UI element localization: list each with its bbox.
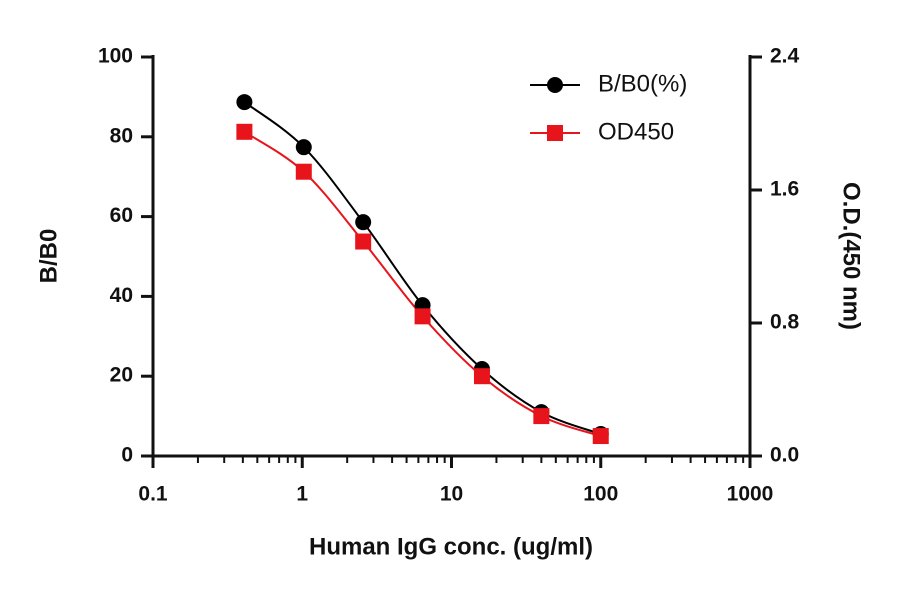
x-tick-label: 100 xyxy=(583,483,618,506)
x-axis-title: Human IgG conc. (ug/ml) xyxy=(309,533,593,560)
x-tick-label: 0.1 xyxy=(138,483,168,506)
legend-label: OD450 xyxy=(598,118,674,145)
y2-tick-label: 2.4 xyxy=(770,45,800,68)
data-point xyxy=(355,233,372,250)
y-tick-label: 100 xyxy=(98,45,133,68)
y-tick-label: 40 xyxy=(110,284,133,307)
data-point xyxy=(355,214,372,231)
data-point xyxy=(533,408,550,425)
data-point xyxy=(473,368,490,385)
y2-tick-label: 1.6 xyxy=(770,178,799,201)
y-axis-title: B/B0 xyxy=(35,229,62,284)
data-point xyxy=(295,139,312,156)
y2-axis-title: O.D.(450 nm) xyxy=(838,182,865,330)
y-tick-label: 20 xyxy=(110,364,133,387)
data-point xyxy=(414,308,431,325)
data-point xyxy=(295,163,312,180)
y-tick-label: 80 xyxy=(110,124,133,147)
y2-tick-label: 0.0 xyxy=(770,444,799,467)
x-tick-label: 1 xyxy=(296,483,308,506)
legend-marker xyxy=(547,77,563,93)
x-tick-label: 1000 xyxy=(727,483,774,506)
legend-label: B/B0(%) xyxy=(598,70,687,97)
x-tick-label: 10 xyxy=(440,483,463,506)
data-point xyxy=(236,123,253,140)
data-point xyxy=(236,94,253,111)
y-tick-label: 60 xyxy=(110,204,133,227)
y-tick-label: 0 xyxy=(121,444,133,467)
legend-marker xyxy=(547,125,563,141)
y2-tick-label: 0.8 xyxy=(770,311,800,334)
data-point xyxy=(592,428,609,445)
